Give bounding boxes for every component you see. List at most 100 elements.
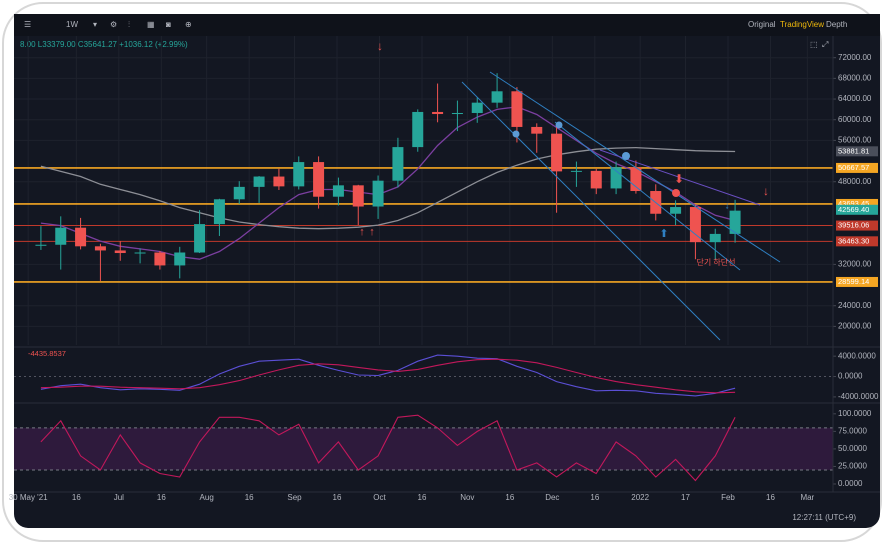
clock: 12:27:11 (UTC+9) [792,513,856,522]
candle-body [174,252,186,266]
candle-body [273,176,285,187]
candle-body [372,180,384,207]
chart-background [14,14,880,528]
tab[interactable]: Original [748,20,776,29]
x-tick-label: Jul [114,493,124,502]
candle-body [471,102,483,113]
annotation: 단기 하단선 [696,257,735,267]
candle-body [570,170,582,172]
candle-body [94,246,106,251]
level-label-box [836,236,878,247]
x-tick-label: Feb [721,493,735,502]
ohlc-legend: 8.00 L33379.00 C35641.27 +1036.12 (+2.99… [20,40,188,49]
level-label-box [836,276,878,287]
arrow-up: ↑ [369,226,375,238]
y-tick-label: 25.0000 [838,462,867,471]
y-tick-label: 24000.00 [838,301,872,310]
drawings: ↓ ↓ ⬇ ↑ ↑ ⬆ ↓ 단기 하단선 [359,39,781,341]
arrow-down: ↓ [725,201,730,212]
candle-body [134,252,146,254]
arrow-up: ⬆ [659,228,668,240]
candle-body [114,250,126,254]
candle-body [313,162,325,197]
x-tick-label: 16 [505,493,514,502]
x-tick-label: 17 [681,493,690,502]
level-label-box [836,220,878,231]
y-tick-label: 0.0000 [838,479,863,488]
toolbar [14,14,880,36]
interval[interactable]: 1W [66,20,78,29]
level-label-box [836,204,878,215]
x-tick-label: 30 May '21 [9,493,48,502]
toolbar-icon[interactable]: ⬚ [810,40,818,49]
marker-dot [555,121,563,129]
pane-separators [14,36,880,493]
moving-average [40,106,736,260]
candle-body [729,210,741,234]
candle-body [610,167,622,189]
x-tick-label: 16 [72,493,81,502]
macd-line [40,354,736,397]
trend-line [461,81,721,341]
chart-layer: 30 May '21 16 Jul 16 Aug 16 Sep 16 Oct 16 Nov 16 Dec… [9,36,879,502]
x-tick-label: 16 [245,493,254,502]
tab-active[interactable]: TradingView [780,20,824,29]
moving-average [40,146,736,230]
candle-body [293,162,305,187]
toolbar-icon[interactable]: ⊕ [185,20,192,29]
tab[interactable]: Depth [826,20,847,29]
candle-body [451,112,463,115]
macd-line [40,358,736,394]
level-label: 53881.81 [838,146,869,155]
trend-line [489,71,781,263]
y-tick-label: 32000.00 [838,260,872,269]
y-tick-label: 4000.0000 [838,351,876,360]
y-tick-label: 20000.00 [838,322,872,331]
y-tick-label: 68000.00 [838,73,872,82]
y-tick-label: 75.0000 [838,426,867,435]
y-tick-label: 50.0000 [838,444,867,453]
candle-body [511,91,523,127]
arrow-down: ↓ [377,39,383,53]
x-tick-label: Mar [800,493,814,502]
y-tick-label: 100.0000 [838,409,872,418]
level-label-box [836,146,878,157]
toolbar-icon[interactable]: ☰ [24,20,31,29]
y-tick-label: 0.0000 [838,372,863,381]
toolbar-icon[interactable]: ▾ [93,20,97,29]
x-tick-label: Sep [287,493,302,502]
candle-body [630,167,642,192]
candle-body [392,147,404,181]
candle-body [590,170,602,189]
candle-body [332,185,344,197]
macd-value: -4435.8537 [28,349,66,358]
arrow-down: ↓ [763,184,769,198]
x-tick-label: Dec [545,493,559,502]
level-label: 28599.14 [838,277,869,286]
toolbar-icon[interactable]: ▦ [147,20,155,29]
x-tick-label: 16 [157,493,166,502]
candle-body [55,227,67,245]
candle-body [491,91,503,103]
x-tick-label: 16 [418,493,427,502]
y-tick-label: -4000.0000 [838,392,879,401]
y-tick-label: 64000.00 [838,94,872,103]
arrow-up: ↑ [359,226,365,238]
x-tick-label: Aug [200,493,214,502]
candle-body [412,111,424,148]
level-label-box [836,198,878,209]
toolbar-icon[interactable]: ◙ [166,20,171,29]
stoch-band [14,427,833,470]
candle-body [551,133,563,172]
x-tick-label: 16 [333,493,342,502]
toolbar-icon[interactable]: ⚙ [110,20,117,29]
candle-body [709,233,721,243]
candle-body [432,111,444,115]
y-tick-label: 60000.00 [838,115,872,124]
toolbar-icon[interactable]: ⤢ [821,40,828,49]
level-label: 43693.45 [838,199,869,208]
toolbar-icon[interactable]: ⫶ [128,20,130,29]
candle-body [689,207,701,243]
x-tick-label: 16 [590,493,599,502]
